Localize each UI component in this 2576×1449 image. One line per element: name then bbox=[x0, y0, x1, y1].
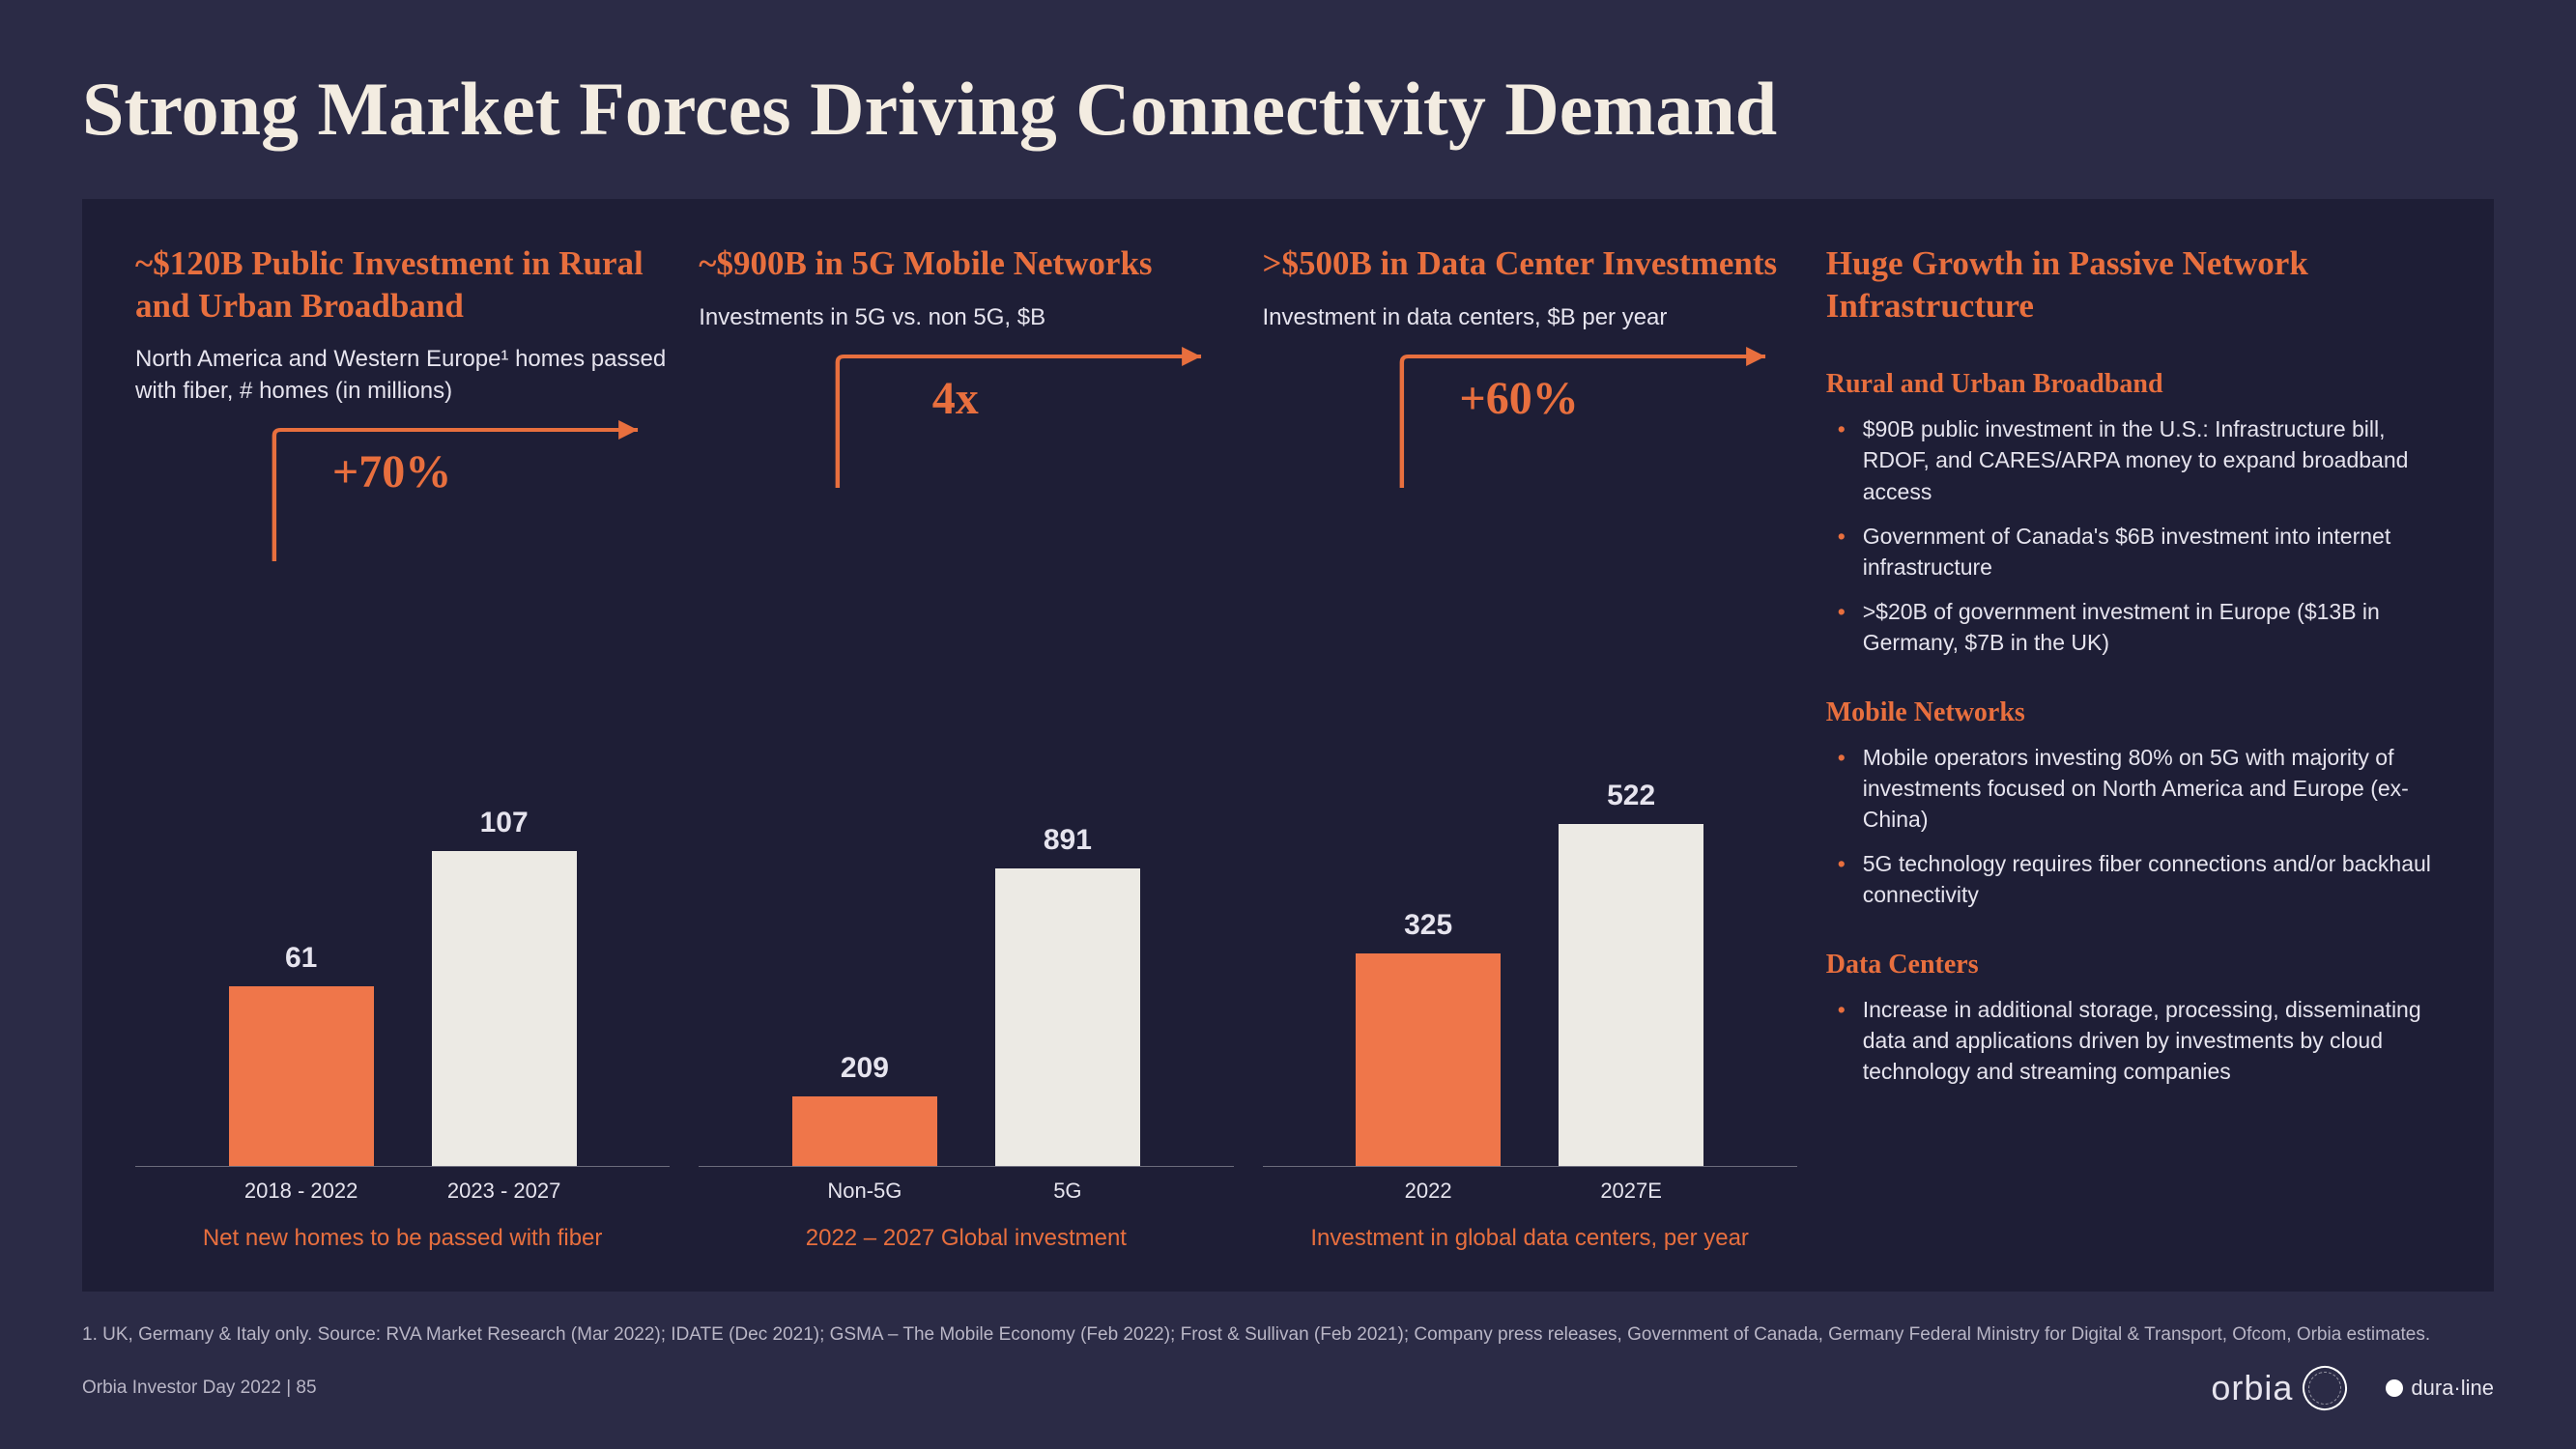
bar-item: 325 bbox=[1356, 909, 1501, 1166]
side-subhead: Rural and Urban Broadband bbox=[1826, 369, 2441, 400]
bullet-item: >$20B of government investment in Europe… bbox=[1863, 596, 2441, 658]
footer-row: Orbia Investor Day 2022 | 85 orbia dura·… bbox=[82, 1366, 2494, 1410]
bar bbox=[229, 986, 374, 1166]
page-footer: Orbia Investor Day 2022 | 85 bbox=[82, 1378, 317, 1399]
bar bbox=[995, 868, 1140, 1166]
chart-col-1: ~$900B in 5G Mobile Networks Investments … bbox=[699, 242, 1233, 1254]
bar-value: 107 bbox=[480, 807, 529, 839]
x-label: 2022 bbox=[1356, 1179, 1501, 1204]
chart-col-2: >$500B in Data Center Investments Investm… bbox=[1263, 242, 1797, 1254]
bars-region: 61 107 bbox=[135, 561, 670, 1167]
chart-subtitle: Investments in 5G vs. non 5G, $B bbox=[699, 302, 1233, 333]
chart-col-0: ~$120B Public Investment in Rural and Ur… bbox=[135, 242, 670, 1254]
x-label: 5G bbox=[995, 1179, 1140, 1204]
chart-caption: Investment in global data centers, per y… bbox=[1263, 1223, 1797, 1253]
chart-title: ~$120B Public Investment in Rural and Ur… bbox=[135, 242, 670, 327]
bar bbox=[432, 851, 577, 1166]
logos: orbia dura·line bbox=[2211, 1366, 2494, 1410]
slide: Strong Market Forces Driving Connectivit… bbox=[0, 0, 2576, 1449]
dura-dot-icon bbox=[2386, 1379, 2403, 1397]
bar bbox=[792, 1096, 937, 1166]
bar-item: 891 bbox=[995, 824, 1140, 1166]
chart-title: >$500B in Data Center Investments bbox=[1263, 242, 1797, 285]
bar bbox=[1559, 824, 1703, 1166]
bar-value: 61 bbox=[285, 942, 317, 975]
bar-value: 209 bbox=[841, 1052, 889, 1085]
bullet-list: Increase in additional storage, processi… bbox=[1826, 994, 2441, 1101]
bar-value: 325 bbox=[1404, 909, 1452, 942]
side-col: Huge Growth in Passive Network Infrastru… bbox=[1826, 242, 2441, 1254]
bar-value: 891 bbox=[1044, 824, 1092, 857]
growth-label: 4x bbox=[932, 372, 979, 425]
bullet-list: Mobile operators investing 80% on 5G wit… bbox=[1826, 742, 2441, 924]
footnote: 1. UK, Germany & Italy only. Source: RVA… bbox=[82, 1322, 2494, 1349]
bar-item: 209 bbox=[792, 1052, 937, 1166]
side-subhead: Data Centers bbox=[1826, 950, 2441, 980]
x-label: 2023 - 2027 bbox=[432, 1179, 577, 1204]
bar-item: 522 bbox=[1559, 780, 1703, 1166]
x-label: 2027E bbox=[1559, 1179, 1703, 1204]
side-title: Huge Growth in Passive Network Infrastru… bbox=[1826, 242, 2441, 327]
bullet-item: 5G technology requires fiber connections… bbox=[1863, 848, 2441, 910]
bullet-item: Increase in additional storage, processi… bbox=[1863, 994, 2441, 1088]
orbia-logo-text: orbia bbox=[2211, 1368, 2293, 1408]
bullet-item: Government of Canada's $6B investment in… bbox=[1863, 521, 2441, 582]
bar-item: 61 bbox=[229, 942, 374, 1166]
bullet-item: $90B public investment in the U.S.: Infr… bbox=[1863, 413, 2441, 507]
growth-label: +60% bbox=[1459, 372, 1578, 425]
bar-item: 107 bbox=[432, 807, 577, 1166]
bar-value: 522 bbox=[1607, 780, 1655, 812]
chart-title: ~$900B in 5G Mobile Networks bbox=[699, 242, 1233, 285]
chart-subtitle: North America and Western Europe¹ homes … bbox=[135, 344, 670, 407]
x-label: 2018 - 2022 bbox=[229, 1179, 374, 1204]
bullet-list: $90B public investment in the U.S.: Infr… bbox=[1826, 413, 2441, 671]
chart-subtitle: Investment in data centers, $B per year bbox=[1263, 302, 1797, 333]
content-panel: ~$120B Public Investment in Rural and Ur… bbox=[82, 199, 2494, 1293]
x-label: Non-5G bbox=[792, 1179, 937, 1204]
bar bbox=[1356, 953, 1501, 1166]
chart-caption: Net new homes to be passed with fiber bbox=[135, 1223, 670, 1253]
bars-region: 209 891 bbox=[699, 488, 1233, 1167]
bars-region: 325 522 bbox=[1263, 488, 1797, 1167]
dura-line-logo: dura·line bbox=[2386, 1376, 2494, 1401]
bullet-item: Mobile operators investing 80% on 5G wit… bbox=[1863, 742, 2441, 836]
dura-logo-text: dura·line bbox=[2411, 1376, 2494, 1401]
side-subhead: Mobile Networks bbox=[1826, 697, 2441, 728]
orbia-logo: orbia bbox=[2211, 1366, 2347, 1410]
slide-title: Strong Market Forces Driving Connectivit… bbox=[82, 68, 2494, 151]
growth-label: +70% bbox=[332, 445, 451, 498]
orbia-ring-icon bbox=[2297, 1360, 2354, 1417]
chart-caption: 2022 – 2027 Global investment bbox=[699, 1223, 1233, 1253]
